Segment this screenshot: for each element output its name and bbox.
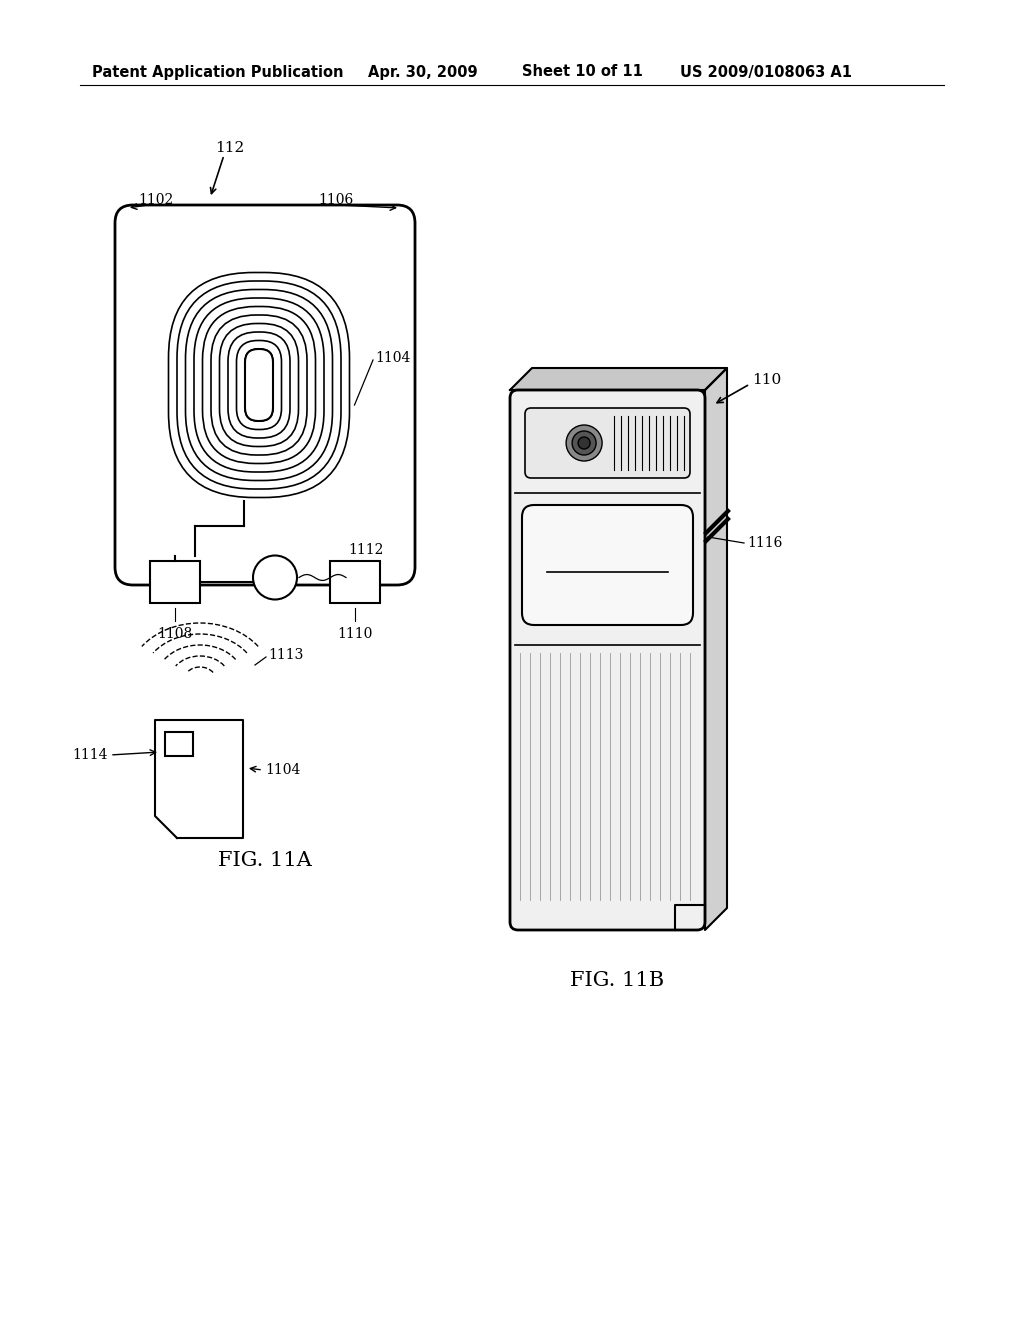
- FancyBboxPatch shape: [169, 272, 349, 498]
- Text: 110: 110: [752, 374, 781, 387]
- Ellipse shape: [253, 556, 297, 599]
- Text: Apr. 30, 2009: Apr. 30, 2009: [368, 65, 477, 79]
- Text: 1114: 1114: [73, 748, 108, 762]
- FancyBboxPatch shape: [237, 341, 282, 429]
- Text: 1108: 1108: [158, 627, 193, 642]
- FancyBboxPatch shape: [211, 315, 307, 455]
- FancyBboxPatch shape: [245, 348, 273, 421]
- Bar: [150, 561, 200, 602]
- Text: FIG. 11B: FIG. 11B: [570, 970, 665, 990]
- Text: Sheet 10 of 11: Sheet 10 of 11: [522, 65, 643, 79]
- Text: US 2009/0108063 A1: US 2009/0108063 A1: [680, 65, 852, 79]
- Ellipse shape: [566, 425, 602, 461]
- FancyBboxPatch shape: [194, 298, 324, 473]
- Text: 1104: 1104: [265, 763, 300, 777]
- Ellipse shape: [579, 437, 590, 449]
- FancyBboxPatch shape: [115, 205, 415, 585]
- Ellipse shape: [572, 432, 596, 455]
- Text: 1102: 1102: [585, 572, 631, 589]
- FancyBboxPatch shape: [522, 506, 693, 624]
- Text: FIG. 11A: FIG. 11A: [218, 850, 312, 870]
- Text: 1113: 1113: [268, 648, 303, 663]
- Text: 1110: 1110: [337, 627, 373, 642]
- Text: 1106: 1106: [318, 193, 353, 207]
- Text: 1102: 1102: [138, 193, 173, 207]
- FancyBboxPatch shape: [177, 281, 341, 488]
- Text: 112: 112: [215, 141, 245, 154]
- Text: Patent Application Publication: Patent Application Publication: [92, 65, 343, 79]
- FancyBboxPatch shape: [185, 289, 333, 480]
- Bar: [165, 733, 193, 756]
- FancyBboxPatch shape: [525, 408, 690, 478]
- Text: 1104: 1104: [375, 351, 411, 366]
- Bar: [330, 561, 380, 602]
- FancyBboxPatch shape: [228, 333, 290, 438]
- FancyBboxPatch shape: [510, 389, 705, 931]
- FancyBboxPatch shape: [245, 348, 273, 421]
- Polygon shape: [705, 368, 727, 931]
- FancyBboxPatch shape: [219, 323, 299, 446]
- Text: 1112: 1112: [348, 544, 383, 557]
- Text: 1116: 1116: [746, 536, 782, 550]
- FancyBboxPatch shape: [203, 306, 315, 463]
- Polygon shape: [510, 368, 727, 389]
